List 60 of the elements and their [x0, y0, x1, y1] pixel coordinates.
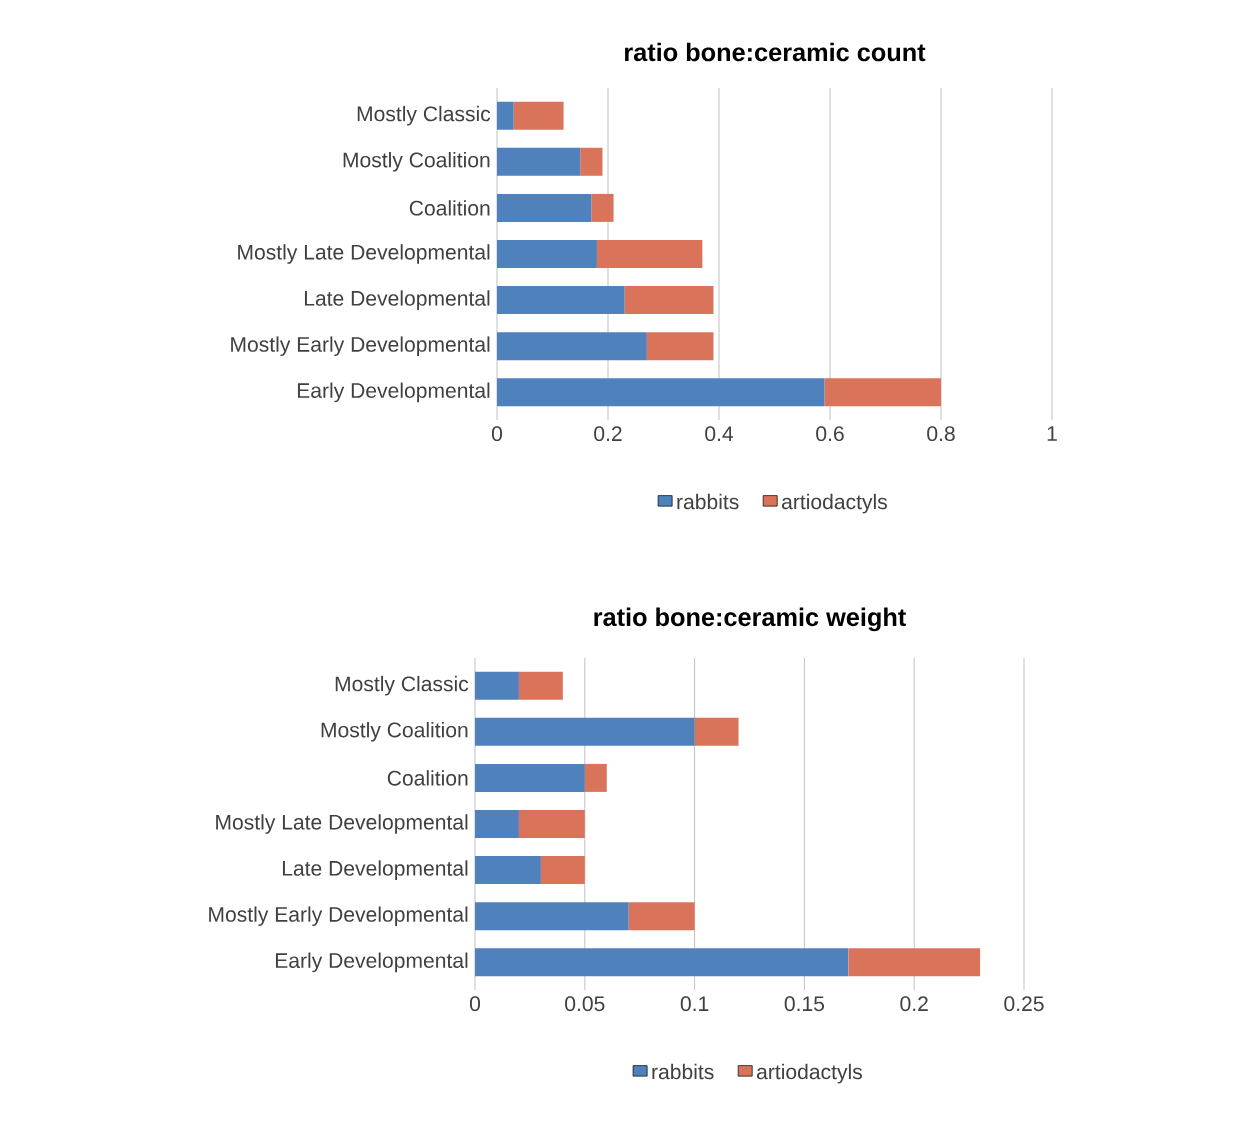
- bar: [497, 147, 581, 176]
- bar: [475, 902, 629, 931]
- bar: [848, 948, 981, 977]
- bar: [518, 810, 585, 839]
- x-tick-label: 0.4: [705, 426, 734, 442]
- bar: [584, 763, 607, 792]
- y-tick-label: Mostly Coalition: [343, 151, 490, 172]
- bar: [475, 763, 585, 792]
- bar: [475, 717, 695, 746]
- chart-title: ratio bone:ceramic weight: [594, 607, 906, 632]
- legend-label: rabbits: [652, 1063, 714, 1080]
- bar: [628, 902, 695, 931]
- bar: [518, 671, 563, 700]
- y-tick-label: Late Developmental: [304, 290, 490, 310]
- bar: [475, 671, 519, 700]
- x-tick-label: 0: [491, 426, 503, 442]
- chart-title: ratio bone:ceramic count: [625, 42, 926, 62]
- y-tick-label: Mostly Early Developmental: [231, 336, 490, 357]
- y-tick-label: Mostly Classic: [335, 675, 469, 696]
- bar: [497, 378, 825, 407]
- x-tick-label: 1: [1047, 426, 1057, 441]
- bar: [497, 286, 625, 315]
- x-tick-label: 0.2: [900, 996, 928, 1012]
- bar: [580, 147, 603, 176]
- y-tick-label: Early Developmental: [275, 952, 468, 973]
- y-tick-label: Mostly Late Developmental: [216, 814, 468, 834]
- x-tick-label: 0.15: [784, 996, 825, 1012]
- y-tick-label: Coalition: [387, 770, 468, 786]
- y-tick-label: Late Developmental: [282, 860, 468, 880]
- y-tick-label: Mostly Coalition: [321, 721, 468, 742]
- x-tick-label: 0.8: [927, 426, 955, 442]
- bar: [497, 193, 592, 222]
- y-tick-label: Mostly Late Developmental: [238, 244, 490, 264]
- x-tick-label: 0.05: [565, 996, 605, 1012]
- bar: [596, 240, 703, 268]
- x-tick-label: 0.25: [1004, 996, 1044, 1012]
- y-tick-label: Mostly Classic: [357, 105, 491, 126]
- bar: [824, 378, 942, 407]
- bar: [513, 101, 564, 130]
- x-tick-label: 0: [469, 996, 481, 1012]
- bar: [475, 810, 519, 839]
- bar: [540, 856, 585, 885]
- y-tick-label: Mostly Early Developmental: [209, 906, 468, 927]
- x-tick-label: 0.2: [594, 426, 622, 442]
- bar: [475, 856, 541, 885]
- bar: [624, 286, 714, 315]
- x-tick-label: 0.1: [680, 996, 709, 1012]
- bar: [591, 193, 614, 222]
- bar: [497, 101, 514, 130]
- legend-label: rabbits: [677, 493, 739, 510]
- x-tick-label: 0.6: [816, 426, 844, 442]
- bar: [475, 948, 849, 977]
- bar: [497, 332, 647, 361]
- y-tick-label: Coalition: [409, 200, 490, 216]
- bar: [646, 332, 714, 361]
- bar: [497, 240, 597, 268]
- legend-label: artiodactyls: [781, 493, 887, 514]
- bar: [694, 717, 739, 746]
- legend-label: artiodactyls: [756, 1063, 862, 1084]
- y-tick-label: Early Developmental: [297, 382, 490, 403]
